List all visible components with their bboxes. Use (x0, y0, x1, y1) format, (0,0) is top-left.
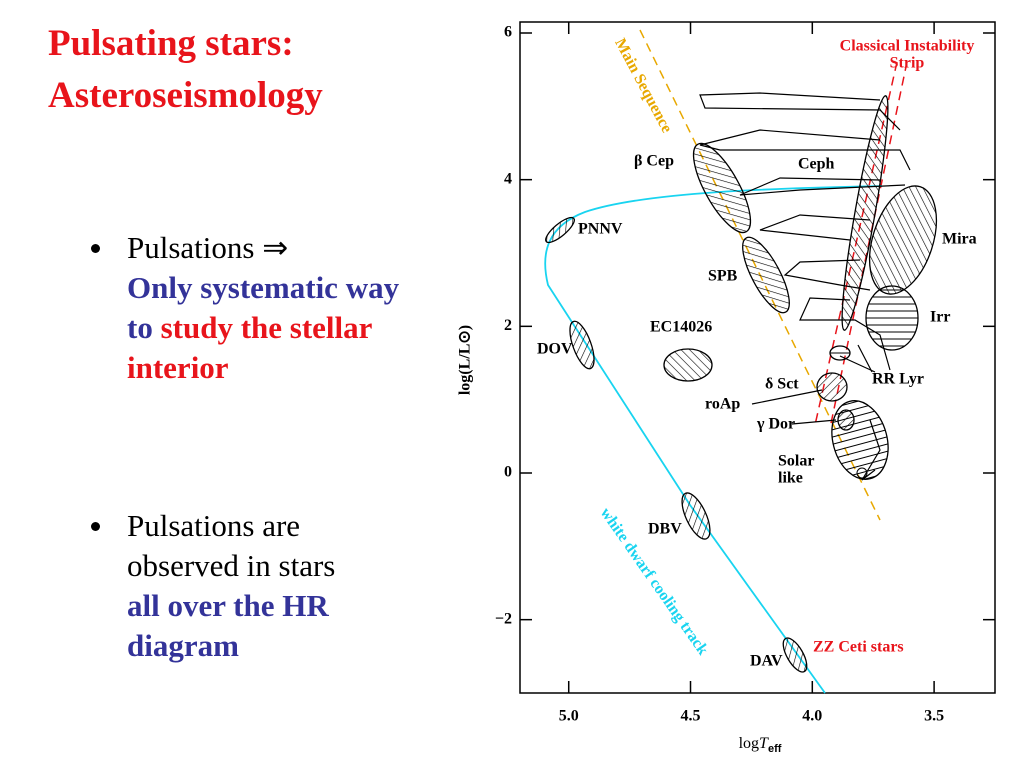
bullet-text: Pulsations are observed in stars (127, 508, 336, 583)
x-label-part: log (739, 735, 759, 752)
title-line: Asteroseismology (48, 75, 323, 116)
pulsator-region (569, 320, 595, 370)
y-axis-label: log(L/L⊙) (457, 325, 474, 395)
bullet-dot (91, 522, 100, 531)
bullet-emph: all over the HR diagram (127, 588, 329, 663)
y-tick-label: 2 (504, 317, 512, 334)
arrow (857, 344, 873, 373)
arrow (751, 389, 823, 405)
pulsator-region (742, 236, 790, 314)
annotation: Strip (890, 55, 925, 72)
annotation: DOV (537, 341, 573, 358)
annotation: roAp (705, 396, 740, 413)
pulsator-region (865, 285, 919, 351)
slide-title: Pulsating stars: Asteroseismology (48, 18, 323, 122)
pulsator-region (782, 637, 808, 673)
arrow (839, 355, 876, 373)
annotation: δ Sct (765, 376, 799, 393)
annotation: PNNV (578, 221, 623, 238)
annotation: ZZ Ceti stars (813, 639, 904, 656)
pulsator-region (841, 95, 889, 331)
annotation: β Cep (634, 153, 674, 170)
pulsator-region (545, 216, 575, 244)
title-line: Pulsating stars: (48, 23, 294, 64)
annotation: Solar (778, 453, 814, 470)
pulsator-region (663, 348, 713, 382)
arrow (791, 419, 837, 425)
y-tick-label: −2 (495, 610, 512, 627)
bullet-dot (91, 244, 100, 253)
annotation: EC14026 (650, 319, 712, 336)
x-axis-label: logTeff (739, 735, 782, 755)
evolution-track (759, 214, 871, 241)
annotation: Ceph (798, 156, 835, 173)
pulsator-region (816, 372, 848, 402)
bullet-emph: Only systematic way to (127, 270, 400, 345)
bullet-emph: study the stellar interior (127, 310, 372, 385)
sun (856, 467, 868, 479)
annotation: Main Sequence (611, 36, 675, 136)
annotation: RR Lyr (872, 371, 924, 388)
cooling-track (544, 185, 883, 694)
x-tick-label: 5.0 (559, 708, 579, 725)
annotation: DAV (750, 653, 783, 670)
annotation: Irr (930, 309, 950, 326)
annotation: SPB (708, 268, 738, 285)
plot-frame (519, 21, 996, 694)
y-tick-label: 0 (504, 464, 512, 481)
annotation: Mira (942, 231, 977, 248)
x-tick-label: 4.0 (802, 708, 822, 725)
annotation: Classical Instability (840, 38, 975, 55)
pulsator-region (829, 345, 851, 361)
bullet: Pulsations are observed in stars all ove… (91, 506, 412, 666)
pulsator-region (692, 142, 752, 234)
annotation: DBV (648, 521, 682, 538)
annotation: like (778, 470, 803, 487)
evolution-track (699, 92, 901, 131)
annotation: γ Dor (756, 416, 795, 433)
x-label-part: T (759, 735, 769, 752)
bullet-text: Pulsations ⇒ (127, 230, 289, 265)
y-tick-label: 4 (504, 170, 512, 187)
bullet: Pulsations ⇒ Only systematic way to stud… (91, 228, 412, 388)
x-tick-label: 4.5 (681, 708, 701, 725)
pulsator-region (681, 492, 711, 540)
pulsator-region (831, 400, 889, 480)
y-tick-label: 6 (504, 24, 512, 41)
x-tick-label: 3.5 (924, 708, 944, 725)
x-label-part: eff (768, 743, 782, 755)
